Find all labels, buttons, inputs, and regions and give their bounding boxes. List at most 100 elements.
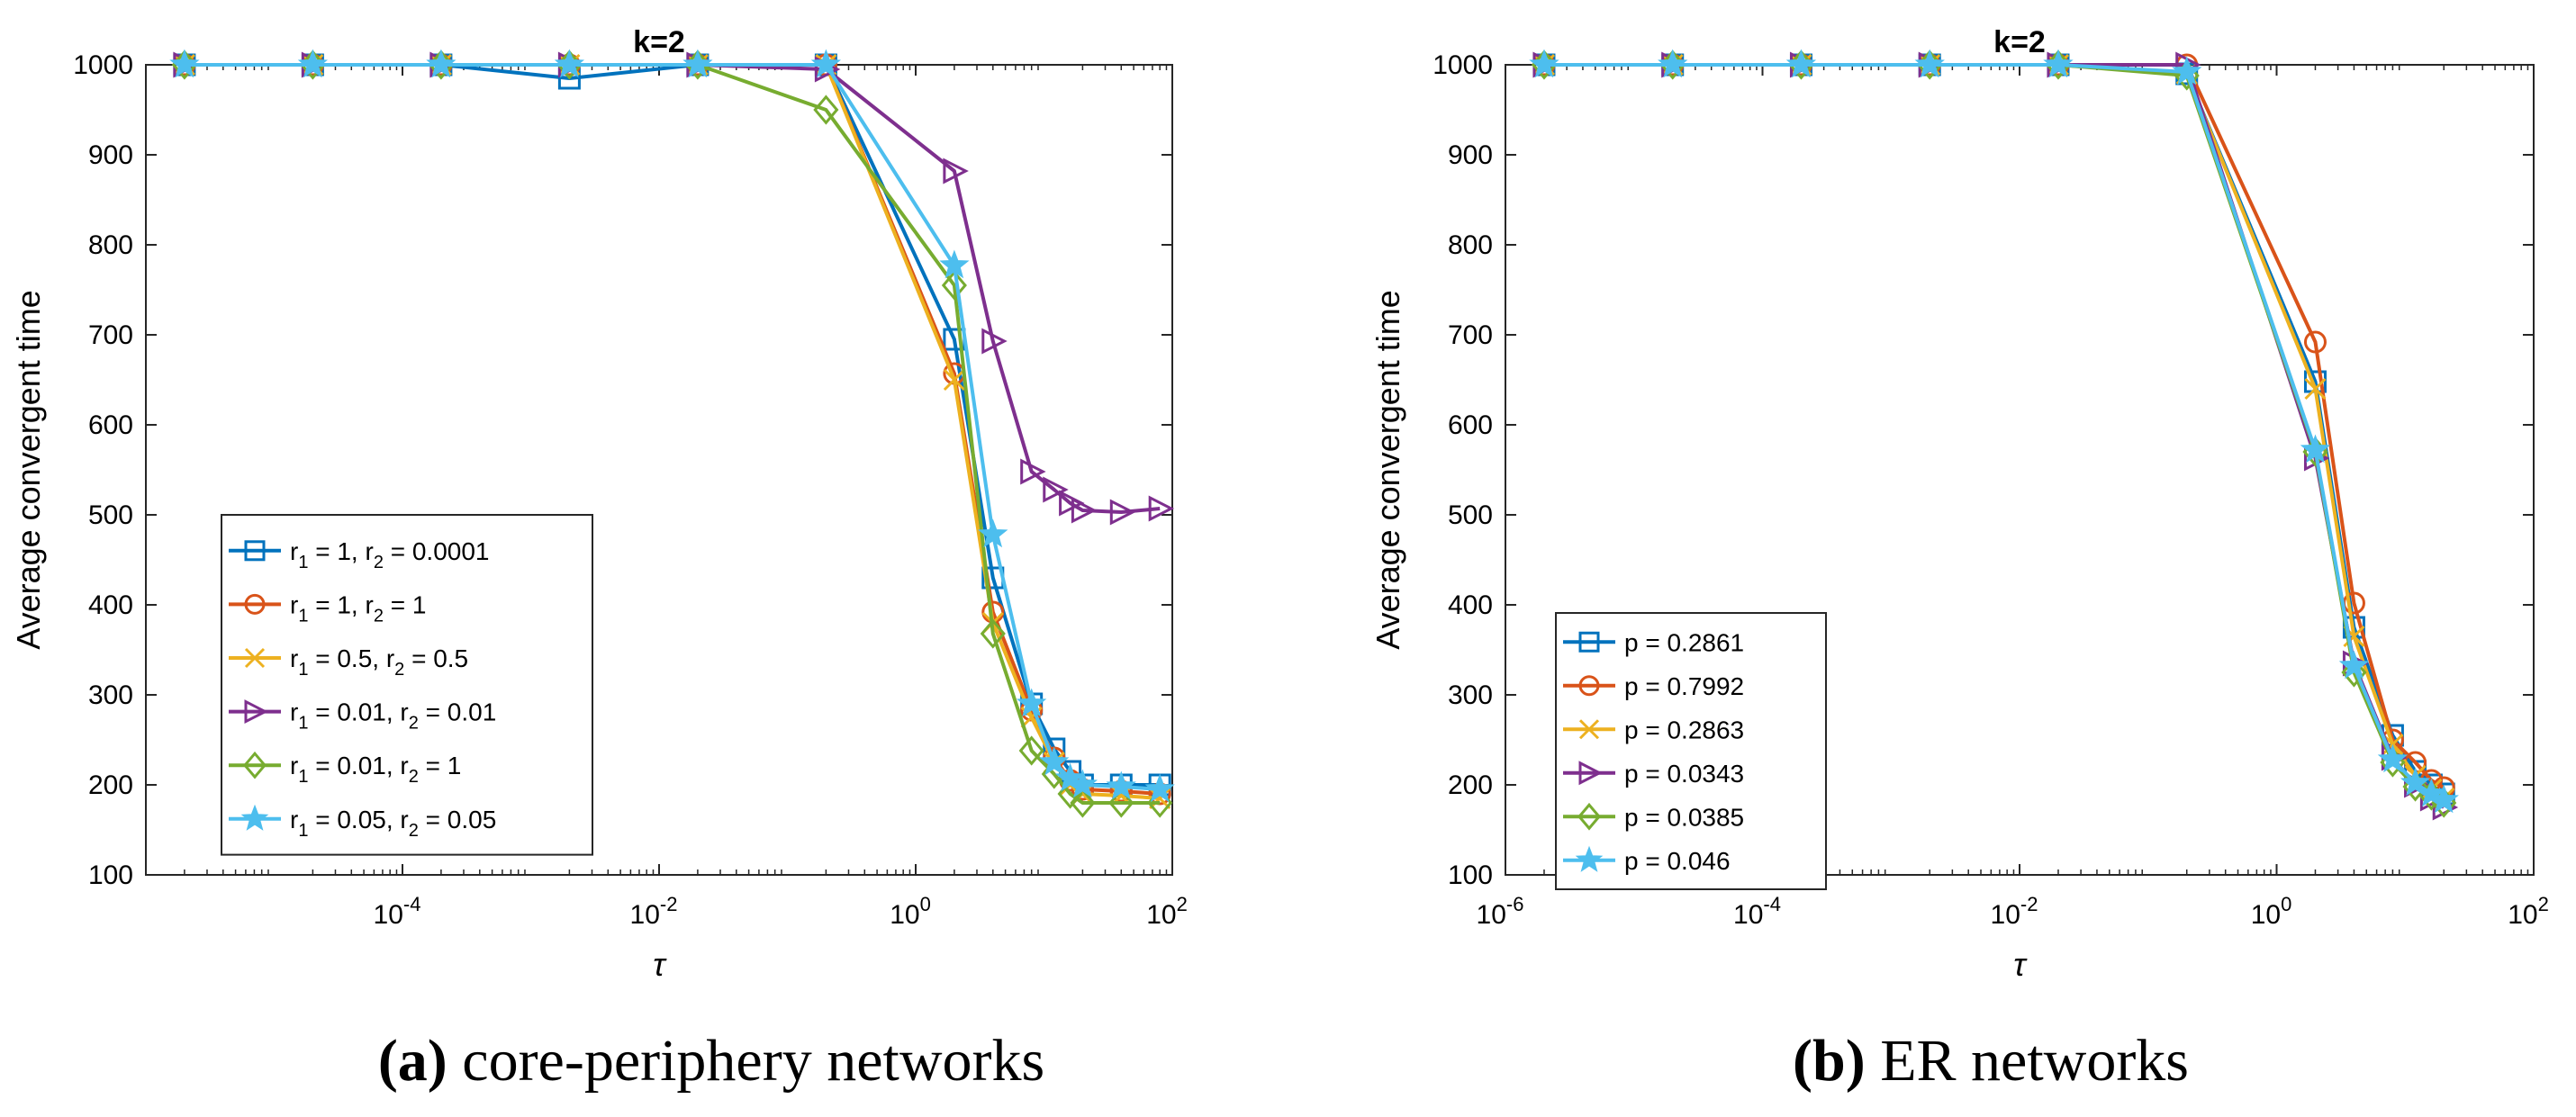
y-tick-label: 500: [88, 500, 133, 530]
legend-marker: [1577, 802, 1601, 831]
legend-subscript: 1: [298, 767, 308, 787]
x-tick-base: 10: [2508, 900, 2537, 930]
legend-label: p = 0.2861: [1624, 628, 1744, 656]
legend-subscript: 1: [298, 660, 308, 680]
x-tick-base: 10: [630, 900, 660, 930]
legend-text-part: p = 0.2861: [1624, 628, 1744, 656]
legend-label: p = 0.046: [1624, 847, 1731, 875]
data-point: [1109, 499, 1136, 526]
legend-label: r1 = 0.01, r2 = 0.01: [290, 698, 496, 734]
legend-text-part: = 0.5, r: [308, 644, 394, 672]
legend-marker: [1578, 719, 1600, 740]
legend-subscript: 2: [374, 606, 384, 626]
x-tick-exponent: -2: [2020, 893, 2038, 915]
data-point: [2416, 778, 2447, 807]
y-tick-label: 100: [88, 860, 133, 890]
data-point: [2172, 56, 2202, 86]
legend-label: r1 = 0.01, r2 = 1: [290, 752, 461, 787]
y-tick-label: 400: [88, 590, 133, 620]
x-tick-exponent: -2: [660, 893, 678, 915]
legend-subscript: 1: [298, 606, 308, 626]
data-point: [813, 95, 839, 125]
panel-caption: (a) core-periphery networks: [378, 1028, 1044, 1094]
x-tick-label: 100: [2251, 893, 2292, 930]
legend-subscript: 2: [374, 553, 384, 572]
data-point: [1016, 688, 1047, 717]
data-point: [1148, 495, 1175, 522]
legend-item: p = 0.046: [1563, 845, 1731, 875]
legend-marker: [1578, 761, 1603, 786]
legend-item: r1 = 0.01, r2 = 0.01: [229, 698, 496, 734]
x-tick-label: 102: [2508, 893, 2549, 930]
data-point: [1785, 49, 1817, 78]
data-point: [2043, 49, 2074, 78]
legend-subscript: 2: [409, 767, 419, 787]
caption-label: (b): [1793, 1028, 1866, 1094]
legend-item: p = 0.0343: [1563, 760, 1744, 788]
legend-label: p = 0.0343: [1624, 760, 1744, 788]
data-point: [1529, 49, 1559, 78]
legend-label: p = 0.7992: [1624, 672, 1744, 700]
caption-text: ER networks: [1866, 1028, 2189, 1094]
data-point: [554, 49, 585, 78]
legend-text-part: p = 0.2863: [1624, 716, 1744, 743]
x-tick-base: 10: [374, 900, 403, 930]
legend-text-part: p = 0.0385: [1624, 803, 1744, 831]
x-tick-exponent: 2: [1177, 893, 1188, 915]
x-tick-base: 10: [1733, 900, 1763, 930]
legend-subscript: 2: [409, 714, 419, 734]
y-tick-label: 600: [88, 410, 133, 440]
data-point: [1067, 769, 1098, 798]
data-point: [1070, 788, 1096, 818]
legend-label: r1 = 0.05, r2 = 0.05: [290, 806, 496, 841]
legend-text-part: = 0.01, r: [308, 698, 408, 726]
x-tick-label: 10-4: [374, 893, 421, 930]
legend-text-part: r: [290, 644, 298, 672]
legend-item: p = 0.0385: [1563, 802, 1744, 831]
caption-text: core-periphery networks: [447, 1028, 1044, 1094]
data-point: [682, 49, 713, 78]
legend-subscript: 1: [298, 821, 308, 841]
legend-marker: [243, 751, 267, 779]
data-point: [810, 49, 842, 78]
legend-label: r1 = 1, r2 = 0.0001: [290, 537, 490, 572]
legend-subscript: 2: [394, 660, 404, 680]
x-tick-label: 10-2: [630, 893, 678, 930]
x-tick-label: 10-6: [1477, 893, 1524, 930]
y-tick-label: 800: [1448, 230, 1493, 260]
legend: p = 0.2861 p = 0.7992 p = 0.2863 p = 0.0343…: [1555, 612, 1827, 890]
legend-text-part: = 0.0001: [384, 537, 490, 565]
data-point: [1914, 49, 1945, 78]
legend-text-part: = 1: [384, 590, 426, 618]
legend-item: p = 0.2861: [1563, 628, 1744, 656]
legend-label: r1 = 0.5, r2 = 0.5: [290, 644, 468, 680]
legend-subscript: 2: [409, 821, 419, 841]
chart-title: k=2: [1993, 25, 2046, 59]
legend-marker: [1575, 845, 1604, 872]
x-tick-exponent: 0: [2281, 893, 2291, 915]
data-point: [2400, 767, 2431, 797]
legend-text-part: = 0.05, r: [308, 806, 408, 833]
y-tick-label: 800: [88, 230, 133, 260]
x-axis-label: τ: [2013, 946, 2028, 983]
data-point: [2304, 377, 2327, 401]
legend-item: r1 = 0.05, r2 = 0.05: [229, 804, 496, 841]
data-point: [297, 49, 329, 78]
data-point: [426, 49, 456, 78]
series-3: [173, 51, 1175, 526]
data-point: [169, 49, 200, 78]
y-tick-label: 900: [88, 140, 133, 170]
y-tick-label: 400: [1448, 590, 1493, 620]
legend-marker: [1578, 675, 1600, 697]
legend-text-part: = 0.5: [404, 644, 468, 672]
x-tick-base: 10: [2251, 900, 2281, 930]
data-point: [1059, 490, 1085, 517]
data-point: [1149, 787, 1171, 810]
caption-label: (a): [378, 1028, 447, 1094]
legend-item: p = 0.2863: [1563, 716, 1744, 743]
legend-text-part: r: [290, 537, 298, 565]
legend-text-part: p = 0.7992: [1624, 672, 1744, 700]
